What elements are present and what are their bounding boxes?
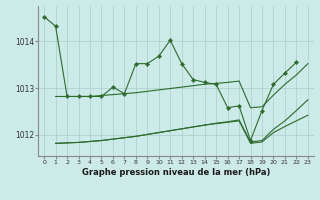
X-axis label: Graphe pression niveau de la mer (hPa): Graphe pression niveau de la mer (hPa) bbox=[82, 168, 270, 177]
